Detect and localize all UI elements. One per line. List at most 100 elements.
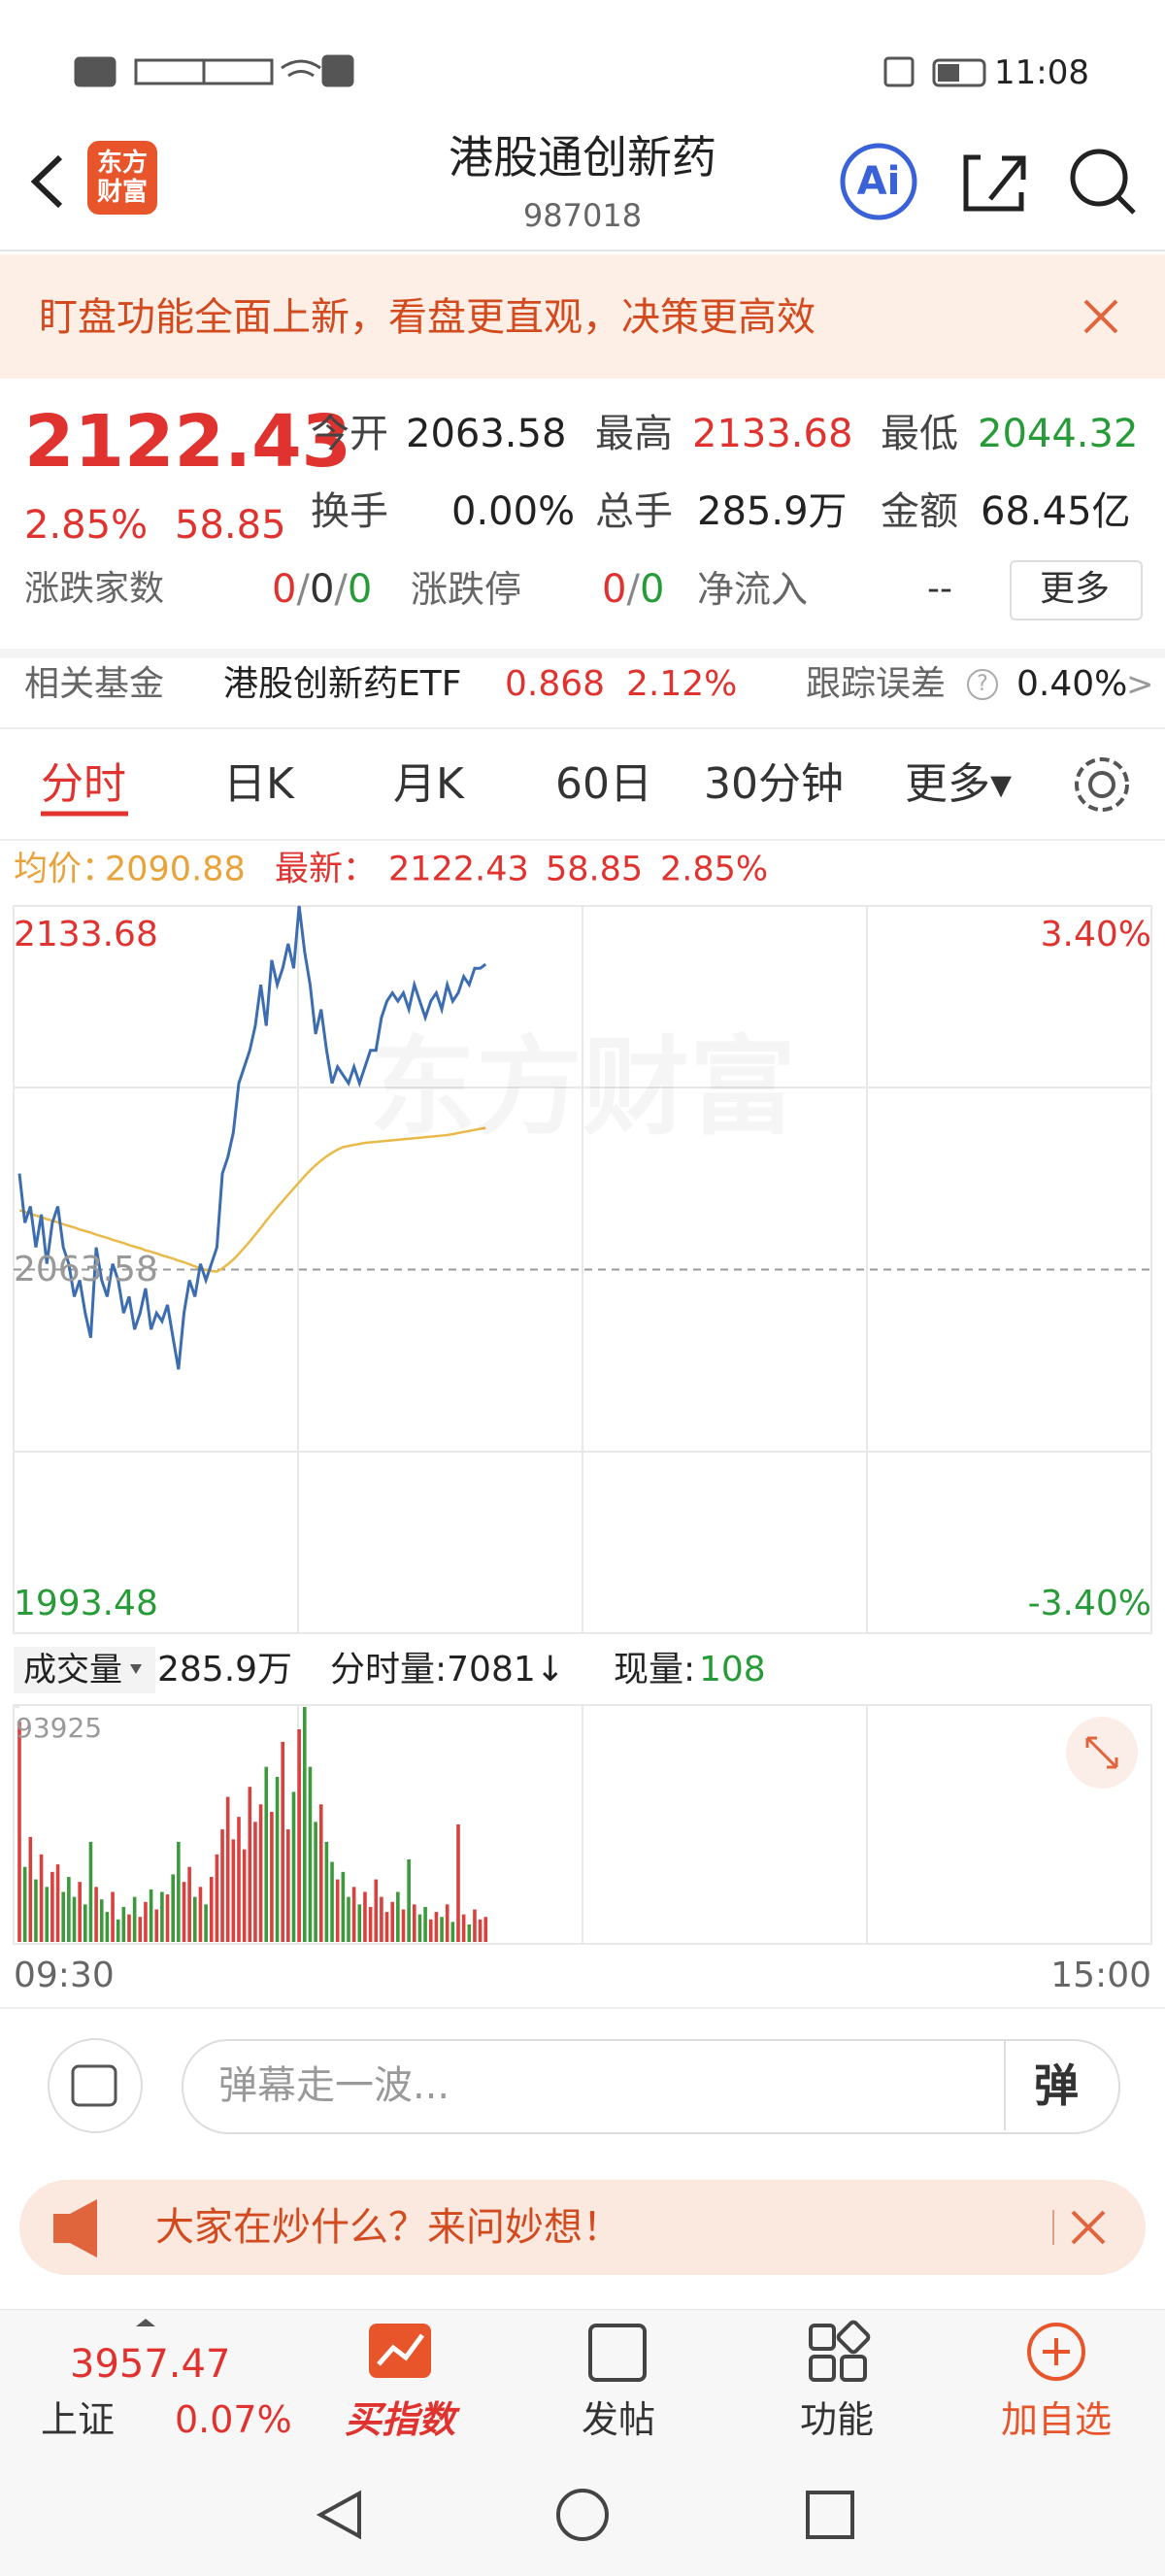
index-name[interactable]: 上证 bbox=[41, 2398, 116, 2441]
danmaku-icon[interactable] bbox=[48, 2038, 143, 2133]
volume-bar bbox=[380, 1896, 383, 1942]
volume-bar bbox=[67, 1877, 71, 1942]
help-icon[interactable] bbox=[967, 669, 998, 700]
y2-tick-label: 3.40% bbox=[1040, 915, 1151, 954]
tab[interactable]: 月K bbox=[393, 759, 464, 809]
tab[interactable]: 60日 bbox=[555, 759, 652, 809]
volume-bar bbox=[428, 1919, 433, 1942]
code: 987018 bbox=[522, 197, 643, 234]
avg-label: 均价： bbox=[14, 850, 116, 889]
volume-bar bbox=[204, 1904, 208, 1942]
settings-icon[interactable] bbox=[1075, 757, 1129, 812]
nav-item[interactable]: 功能 bbox=[799, 2398, 875, 2441]
index-change[interactable]: 0.07% bbox=[175, 2398, 292, 2441]
back-icon[interactable] bbox=[30, 154, 63, 209]
volume-bar bbox=[215, 1854, 219, 1942]
comment-input[interactable] bbox=[182, 2039, 1120, 2134]
comment-placeholder[interactable]: 弹幕走一波... bbox=[218, 2063, 450, 2108]
y2-tick-label: -3.40% bbox=[1027, 1584, 1151, 1623]
index-value[interactable]: 3957.47 bbox=[70, 2342, 231, 2387]
ai-label[interactable]: Ai bbox=[856, 159, 901, 204]
volume-bar bbox=[225, 1796, 230, 1942]
volume-bar bbox=[193, 1896, 197, 1942]
danmaku-button[interactable]: 弹 bbox=[1034, 2059, 1079, 2112]
nav-item[interactable]: 加自选 bbox=[1000, 2398, 1113, 2441]
promo-bg[interactable] bbox=[19, 2180, 1146, 2275]
tab[interactable]: 30分钟 bbox=[704, 759, 844, 809]
tab[interactable]: 更多▾ bbox=[905, 759, 1013, 809]
breadth-part: 0 bbox=[347, 567, 373, 612]
volume-bar bbox=[78, 1882, 82, 1942]
close-icon[interactable] bbox=[1071, 2210, 1106, 2245]
net-inflow-label: 净流入 bbox=[697, 568, 809, 611]
volume-bar bbox=[182, 1882, 186, 1942]
function-icon[interactable] bbox=[809, 2320, 871, 2382]
volume-bar bbox=[121, 1906, 126, 1942]
volume-bar bbox=[286, 1829, 290, 1942]
volume-bar bbox=[270, 1812, 274, 1942]
fund-name[interactable]: 港股创新药ETF bbox=[223, 664, 462, 704]
volume-bar bbox=[198, 1887, 203, 1942]
volume-bar bbox=[407, 1858, 411, 1942]
latest-change-pct: 2.85% bbox=[660, 850, 769, 889]
field-label: 今开 bbox=[311, 412, 388, 456]
field-label: 换手 bbox=[311, 489, 388, 534]
close-icon[interactable] bbox=[1083, 299, 1118, 334]
volume-bar bbox=[253, 1822, 257, 1942]
volume-bar bbox=[88, 1841, 93, 1942]
more-button[interactable] bbox=[1010, 560, 1143, 620]
search-icon[interactable] bbox=[1070, 149, 1136, 215]
more-label[interactable]: 更多 bbox=[1039, 569, 1111, 609]
expand-icon[interactable] bbox=[1066, 1717, 1138, 1789]
bottom-bar-bg bbox=[0, 2309, 1165, 2576]
help-mark[interactable]: ? bbox=[977, 672, 988, 696]
volume-bar bbox=[94, 1887, 98, 1942]
volume-bar bbox=[384, 1912, 389, 1942]
nav-item[interactable]: 发帖 bbox=[581, 2398, 656, 2441]
volume-bar bbox=[330, 1861, 334, 1942]
add-watchlist-icon[interactable] bbox=[1027, 2323, 1085, 2381]
system-nav[interactable] bbox=[316, 2489, 854, 2541]
tab[interactable]: 日K bbox=[223, 759, 294, 809]
ai-icon[interactable] bbox=[840, 143, 917, 220]
volume-bar bbox=[160, 1891, 164, 1942]
fund-arrow[interactable]: > bbox=[1126, 665, 1154, 704]
volume-bar bbox=[396, 1891, 400, 1942]
volume-bar bbox=[209, 1877, 214, 1942]
volume-tick-label: 93925 bbox=[16, 1712, 103, 1744]
banner-text[interactable]: 盯盘功能全面上新，看盘更直观，决策更高效 bbox=[39, 295, 816, 340]
change-pct: 2.85% bbox=[24, 503, 149, 548]
volume-bar bbox=[440, 1917, 444, 1942]
volume-bar bbox=[291, 1791, 296, 1942]
post-icon[interactable] bbox=[588, 2324, 647, 2382]
status-icons bbox=[74, 54, 986, 87]
volume-total: 285.9万 bbox=[157, 1650, 293, 1689]
volume-bar bbox=[335, 1879, 340, 1942]
volume-bar bbox=[417, 1914, 422, 1942]
promo-text[interactable]: 大家在炒什么？来问妙想！ bbox=[155, 2205, 621, 2250]
volume-bar bbox=[22, 1866, 27, 1942]
status-time: 11:08 bbox=[994, 53, 1089, 92]
volume-bar bbox=[363, 1891, 367, 1942]
volume-bar bbox=[303, 1707, 307, 1942]
tick-volume: 分时量:7081↓ bbox=[330, 1650, 565, 1689]
volume-bar bbox=[351, 1887, 356, 1942]
volume-selector[interactable] bbox=[14, 1647, 155, 1693]
y-tick-label: 2063.58 bbox=[14, 1249, 158, 1289]
expand-arrow bbox=[136, 2319, 155, 2326]
nav-item[interactable]: 买指数 bbox=[344, 2398, 456, 2441]
separator bbox=[0, 649, 1165, 658]
fund-price: 0.868 bbox=[505, 664, 606, 704]
volume-bar bbox=[281, 1741, 284, 1942]
breadth: 0/0/0 bbox=[272, 570, 372, 609]
limit-part: 0 bbox=[602, 567, 627, 612]
volume-bar bbox=[61, 1891, 65, 1942]
volume-bar bbox=[99, 1899, 104, 1942]
volume-bar bbox=[154, 1909, 159, 1942]
share-icon[interactable] bbox=[963, 154, 1026, 212]
volume-bar bbox=[138, 1917, 143, 1942]
volume-bar bbox=[242, 1849, 247, 1942]
volume-label[interactable]: 成交量 bbox=[23, 1651, 122, 1689]
tab[interactable]: 分时 bbox=[41, 759, 126, 809]
